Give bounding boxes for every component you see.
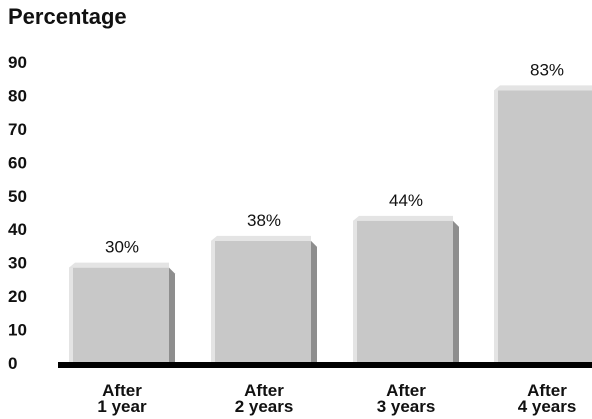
bar-side — [311, 240, 317, 363]
y-tick-label: 30 — [8, 254, 27, 273]
y-tick-label: 70 — [8, 120, 27, 139]
bar — [353, 220, 453, 363]
bar — [211, 240, 311, 363]
bar-side — [453, 220, 459, 363]
data-label: 44% — [389, 191, 423, 210]
bar-top — [211, 235, 311, 241]
bar-highlight — [211, 240, 215, 363]
y-tick-label: 10 — [8, 321, 27, 340]
data-label: 38% — [247, 211, 281, 230]
bar — [494, 90, 592, 364]
x-tick-label: After — [527, 381, 567, 400]
x-tick-label: After — [386, 381, 426, 400]
bar-highlight — [69, 267, 73, 363]
x-tick-label: After — [102, 381, 142, 400]
chart-title: Percentage — [8, 4, 127, 29]
x-tick-label: 2 years — [235, 397, 294, 416]
y-tick-label: 60 — [8, 153, 27, 172]
y-axis: 0 10 20 30 40 50 60 70 80 90 — [8, 53, 27, 373]
x-tick-label: After — [244, 381, 284, 400]
bar-top — [494, 85, 592, 91]
y-tick-label: 80 — [8, 86, 27, 105]
bar — [69, 267, 169, 363]
bars: 30% 38% 44% 83% — [69, 60, 592, 364]
y-tick-label: 50 — [8, 187, 27, 206]
bar-group — [353, 215, 459, 363]
bar-side — [169, 267, 175, 363]
data-label: 83% — [530, 60, 564, 79]
bar-group — [69, 262, 175, 363]
x-axis-baseline — [58, 362, 592, 368]
bar-top — [353, 215, 453, 221]
x-tick-label: 1 year — [97, 397, 147, 416]
y-tick-label: 0 — [8, 354, 17, 373]
y-tick-label: 20 — [8, 287, 27, 306]
bar-highlight — [353, 220, 357, 363]
bar-group — [494, 85, 592, 364]
bar-group — [211, 235, 317, 363]
x-tick-label: 3 years — [377, 397, 436, 416]
y-tick-label: 40 — [8, 220, 27, 239]
bar-top — [69, 262, 169, 268]
data-label: 30% — [105, 238, 139, 257]
bar-highlight — [494, 90, 498, 364]
y-tick-label: 90 — [8, 53, 27, 72]
x-tick-label: 4 years — [518, 397, 577, 416]
